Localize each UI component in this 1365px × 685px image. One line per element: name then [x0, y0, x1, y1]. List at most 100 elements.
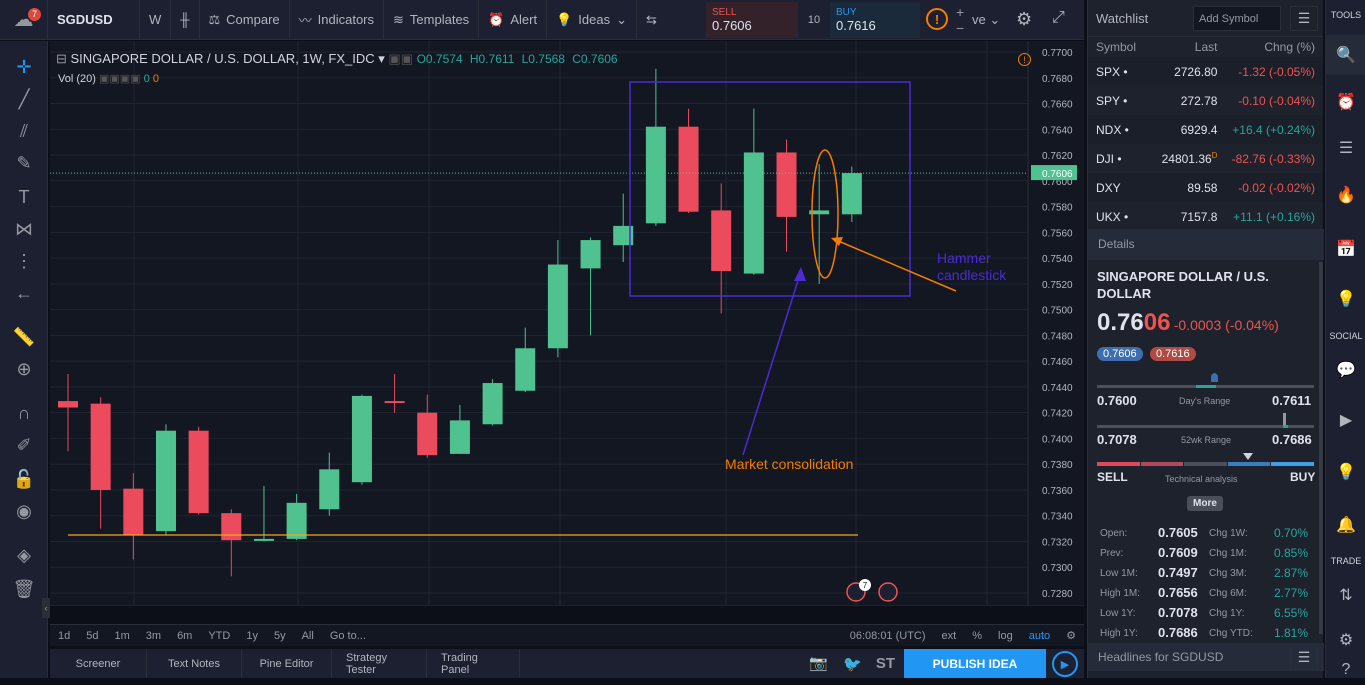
goto-button[interactable]: Go to... [329, 629, 366, 642]
buy-button[interactable]: BUY 0.7616 [830, 2, 920, 38]
tab-pine-editor[interactable]: Pine Editor [242, 649, 332, 678]
range-button[interactable]: 1y [246, 629, 258, 642]
gear-bug-icon[interactable]: ⚙ [1338, 632, 1354, 649]
stocktwits-icon[interactable]: ST [875, 655, 895, 672]
indicators-icon: 〰 [298, 13, 312, 28]
ideas-bulb-icon[interactable]: 💡 [1336, 291, 1356, 308]
templates-button[interactable]: ≋ Templates [384, 0, 480, 40]
alerts-clock-icon[interactable]: ⏰ [1336, 94, 1356, 111]
headlines-menu-icon[interactable]: ☰ [1290, 645, 1318, 669]
tab-screener[interactable]: Screener [50, 649, 147, 678]
col-last[interactable]: Last [1194, 40, 1218, 54]
magnet-icon[interactable]: ∩ [17, 402, 31, 423]
add-symbol-input[interactable]: Add Symbol [1193, 6, 1281, 31]
sell-button[interactable]: SELL 0.7606 [706, 2, 798, 38]
tab-text-notes[interactable]: Text Notes [147, 649, 242, 678]
scale-settings-icon[interactable]: ⚙ [1066, 630, 1076, 642]
pencil-lock-icon[interactable]: ✐ [16, 434, 32, 455]
layout-menu[interactable]: ve ⌄ [972, 12, 1001, 27]
play-icon[interactable]: ▶ [1052, 651, 1078, 677]
watchlist-row[interactable]: NDX • 6929.4 +16.4 (+0.24%) [1088, 115, 1323, 144]
volume-buttons-icon[interactable]: ▣▣▣▣ [98, 73, 141, 85]
interval-button[interactable]: W [140, 0, 172, 40]
settings-gear-icon[interactable]: ⚙ [1016, 9, 1033, 29]
stat-label: Open: [1100, 528, 1128, 539]
range-button[interactable]: 5d [86, 629, 99, 642]
text-icon[interactable]: T [18, 186, 30, 207]
fullscreen-icon[interactable]: ⤢ [1052, 9, 1065, 26]
watchlist-row[interactable]: DJI • 24801.36D -82.76 (-0.33%) [1088, 144, 1323, 173]
percent-toggle[interactable]: % [972, 629, 983, 642]
panel-scrollbar[interactable] [1319, 262, 1323, 634]
log-toggle[interactable]: log [998, 629, 1013, 642]
order-panel-icon[interactable]: ⇅ [1339, 587, 1353, 604]
compare-button[interactable]: ⚖ Compare [200, 0, 290, 40]
logo-menu[interactable]: ☁ 7 [0, 0, 48, 40]
fib-icon[interactable]: ⫽ [19, 120, 29, 141]
auto-toggle[interactable]: auto [1028, 629, 1051, 642]
broadcast-icon[interactable]: 💡 [1336, 464, 1356, 481]
legend-collapse-icon[interactable]: ⊟ [56, 51, 71, 66]
twitter-icon[interactable]: 🐦 [843, 656, 862, 673]
info-icon[interactable]: ! [926, 8, 948, 30]
quantity-field[interactable]: 10 [798, 2, 830, 38]
chart-pane[interactable]: 0.7700 0.7680 0.7660 0.7640 0.7620 0.7600 0.75… [50, 41, 1084, 606]
brush-icon[interactable]: ✎ [16, 152, 32, 173]
range-button[interactable]: All [301, 629, 314, 642]
ruler-icon[interactable]: 📏 [12, 326, 36, 347]
price-chart[interactable]: 0.7700 0.7680 0.7660 0.7640 0.7620 0.7600 0.75… [50, 41, 1084, 606]
symbol-search[interactable]: SGDUSD [48, 0, 140, 40]
range-button[interactable]: 3m [145, 629, 162, 642]
zoom-minus-icon[interactable]: − [956, 20, 965, 36]
watchlist-row[interactable]: UKX • 7157.8 +11.1 (+0.16%) [1088, 202, 1323, 231]
publish-idea-button[interactable]: PUBLISH IDEA [904, 649, 1046, 678]
eye-icon[interactable]: ◉ [16, 500, 32, 521]
zoom-plus-icon[interactable]: + [956, 4, 965, 20]
ideas-button[interactable]: 💡 Ideas ⌄ [547, 0, 637, 40]
calendar-icon[interactable]: 📅 [1336, 241, 1356, 258]
more-button[interactable]: More [1187, 496, 1223, 511]
hotlist-fire-icon[interactable]: 🔥 [1336, 187, 1356, 204]
crosshair-icon[interactable]: ✛ [16, 56, 32, 77]
pattern-icon[interactable]: ⋈ [15, 218, 33, 239]
range-button[interactable]: 1m [114, 629, 130, 642]
candle-body [580, 240, 601, 269]
streams-icon[interactable]: ▶ [1339, 412, 1353, 429]
watchlist-row[interactable]: DXY 89.58 -0.02 (-0.02%) [1088, 173, 1323, 202]
tab-strategy-tester[interactable]: Strategy Tester [332, 649, 427, 678]
layers-icon[interactable]: ◈ [17, 544, 31, 565]
col-change[interactable]: Chng (%) [1264, 40, 1315, 54]
utc-clock[interactable]: 06:08:01 (UTC) [849, 629, 926, 642]
chat-icon[interactable]: 💬 [1336, 362, 1356, 379]
camera-icon[interactable]: 📷 [809, 655, 828, 672]
ext-toggle[interactable]: ext [941, 629, 957, 642]
alert-button[interactable]: ⏰ Alert [479, 0, 548, 40]
stat-change-value: 6.55% [1274, 606, 1309, 620]
tab-trading-panel[interactable]: Trading Panel [427, 649, 520, 678]
watchlist-row[interactable]: SPY • 272.78 -0.10 (-0.04%) [1088, 86, 1323, 115]
panel-collapse-handle[interactable]: ‹ [42, 598, 50, 618]
trendline-icon[interactable]: ╱ [18, 88, 30, 109]
watchlist-row[interactable]: SPX • 2726.80 -1.32 (-0.05%) [1088, 57, 1323, 86]
notifications-bell-icon[interactable]: 🔔 [1336, 517, 1356, 534]
lock-icon[interactable]: 🔓 [12, 468, 36, 489]
data-window-icon[interactable]: ☰ [1338, 140, 1354, 157]
col-symbol[interactable]: Symbol [1096, 40, 1137, 54]
trash-icon[interactable]: 🗑 [12, 578, 36, 599]
chart-type-button[interactable]: ╫ [171, 0, 200, 40]
zoom-in-icon[interactable]: ⊕ [16, 358, 32, 379]
range-button[interactable]: YTD [208, 629, 231, 642]
prediction-icon[interactable]: ⋮ [15, 250, 33, 271]
help-icon[interactable]: ? [1341, 661, 1351, 678]
range-button[interactable]: 6m [177, 629, 193, 642]
watchlist-change: -0.02 (-0.02%) [1238, 180, 1315, 195]
watchlist-icon[interactable]: 🔍 [1326, 35, 1365, 75]
legend-buttons-icon[interactable]: ▣▣ [388, 51, 417, 66]
indicators-button[interactable]: 〰 Indicators [290, 0, 385, 40]
chart-info-icon[interactable]: ! [1018, 53, 1031, 66]
replay-button[interactable]: ⇆ [637, 0, 666, 40]
range-button[interactable]: 5y [273, 629, 286, 642]
back-arrow-icon[interactable]: ← [15, 282, 33, 303]
watchlist-menu-icon[interactable]: ☰ [1290, 6, 1318, 31]
range-button[interactable]: 1d [58, 629, 71, 642]
